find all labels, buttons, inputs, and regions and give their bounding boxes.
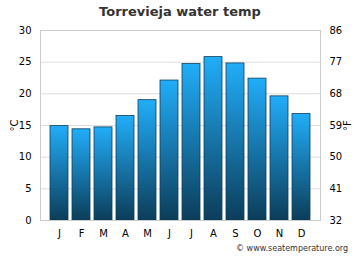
svg-text:20: 20 <box>19 88 32 99</box>
svg-text:°C: °C <box>9 119 20 131</box>
svg-text:0: 0 <box>25 215 31 226</box>
html-text:© www.seatemperature.org: © www.seatemperature.org <box>236 244 348 253</box>
svg-text:O: O <box>254 228 262 239</box>
svg-text:68: 68 <box>330 88 343 99</box>
svg-text:J: J <box>189 228 193 239</box>
svg-text:J: J <box>167 228 171 239</box>
svg-text:86: 86 <box>330 25 343 36</box>
svg-text:M: M <box>143 228 152 239</box>
svg-text:25: 25 <box>19 56 32 67</box>
svg-text:50: 50 <box>330 151 343 162</box>
svg-text:32: 32 <box>330 215 343 226</box>
svg-text:15: 15 <box>19 120 32 131</box>
svg-text:D: D <box>298 228 306 239</box>
svg-text:A: A <box>122 228 129 239</box>
svg-text:5: 5 <box>25 183 31 194</box>
svg-text:J: J <box>57 228 61 239</box>
svg-text:41: 41 <box>330 183 343 194</box>
svg-text:M: M <box>99 228 108 239</box>
html-text:Torrevieja water temp: Torrevieja water temp <box>99 4 261 19</box>
svg-text:N: N <box>276 228 283 239</box>
svg-text:77: 77 <box>330 56 343 67</box>
svg-text:F: F <box>79 228 85 239</box>
svg-text:S: S <box>232 228 238 239</box>
svg-text:30: 30 <box>19 25 32 36</box>
svg-text:°F: °F <box>342 120 353 131</box>
svg-text:A: A <box>210 228 217 239</box>
svg-text:59: 59 <box>330 120 343 131</box>
svg-text:10: 10 <box>19 151 32 162</box>
